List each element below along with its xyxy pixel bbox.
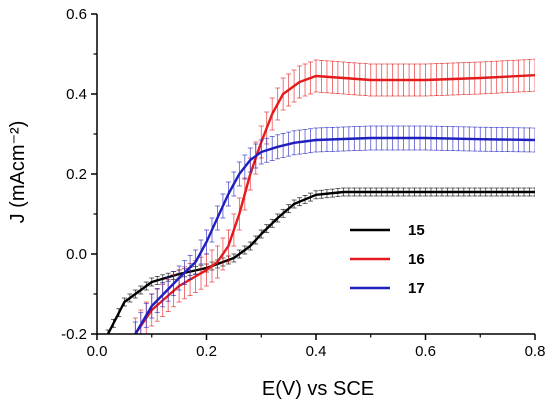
series-15 — [105, 187, 535, 334]
x-axis-label: E(V) vs SCE — [262, 378, 374, 400]
legend-label-15: 15 — [408, 222, 425, 239]
legend: 15 16 17 — [350, 222, 425, 297]
y-tick-label: 0.4 — [66, 86, 87, 103]
x-tick-label: 0.4 — [306, 343, 327, 360]
x-tick-label: 0.0 — [87, 343, 108, 360]
series-line-16 — [134, 74, 535, 334]
x-tick-label: 0.8 — [525, 343, 546, 360]
y-tick-label: 0.6 — [66, 6, 87, 23]
y-tick-label: 0.2 — [66, 166, 87, 183]
series-17 — [132, 125, 535, 334]
x-tick-label: 0.6 — [415, 343, 436, 360]
y-axis-label: J (mAcm⁻²) — [7, 121, 29, 224]
axes-layer: 0.0 0.2 0.4 0.6 0.8-0.20.00.20.40.6 — [61, 6, 545, 360]
y-tick-label: 0.0 — [66, 246, 87, 263]
series-line-15 — [106, 190, 535, 334]
x-tick-label: 0.2 — [196, 343, 217, 360]
legend-label-17: 17 — [408, 280, 425, 297]
series-layer — [105, 58, 535, 334]
legend-label-16: 16 — [408, 251, 425, 268]
series-16 — [132, 58, 535, 334]
series-line-17 — [134, 136, 535, 334]
y-tick-label: -0.2 — [61, 326, 87, 343]
